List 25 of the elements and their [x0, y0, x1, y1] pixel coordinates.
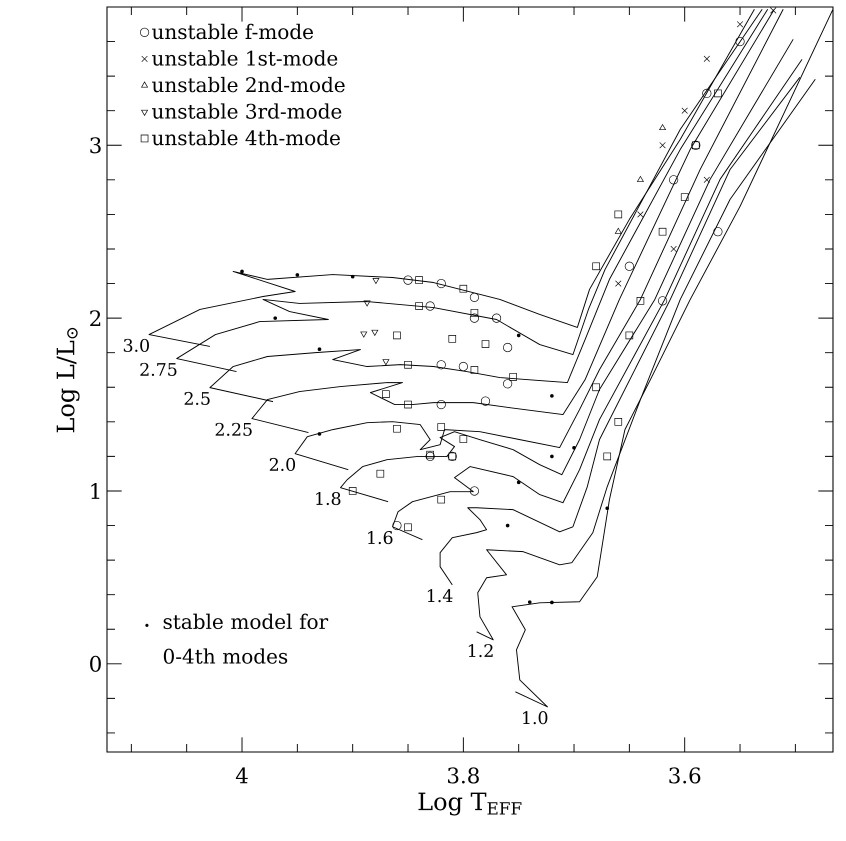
annotation: 1.6: [368, 531, 392, 544]
annotation: 1.0: [523, 711, 548, 724]
annotation: 1.8: [316, 492, 340, 506]
legend-label: unstable 1st-mode: [152, 50, 338, 66]
y-tick-label: 0: [90, 656, 101, 672]
x-tick-label: 3.6: [669, 767, 700, 784]
legend-label: unstable f-mode: [152, 24, 313, 40]
annotation: 1.2: [468, 644, 493, 658]
y-tick-label: 2: [90, 310, 100, 326]
annotation: 2.75: [140, 362, 176, 376]
y-axis-title: Log L/L$_{⊙}$: [56, 328, 80, 432]
y-tick-label: 1: [91, 483, 100, 499]
annotation: 3.0: [124, 338, 149, 352]
legend-label: unstable 2nd-mode: [152, 76, 345, 92]
annotation: 2.0: [270, 458, 296, 472]
x-tick-label: 4: [236, 767, 248, 784]
legend-label: unstable 3rd-mode: [152, 103, 342, 119]
x-tick-label: 3.8: [448, 767, 479, 784]
legend-label: unstable 4th-mode: [152, 130, 340, 146]
y-tick-label: 3: [90, 137, 101, 154]
annotation: 2.5: [184, 392, 210, 405]
annotation: 1.4: [428, 589, 452, 602]
legend-label: stable model for 0-4th modes: [164, 614, 328, 664]
x-axis-title: Log T$_{EFF}$: [418, 792, 522, 816]
annotation: 2.25: [216, 422, 252, 436]
